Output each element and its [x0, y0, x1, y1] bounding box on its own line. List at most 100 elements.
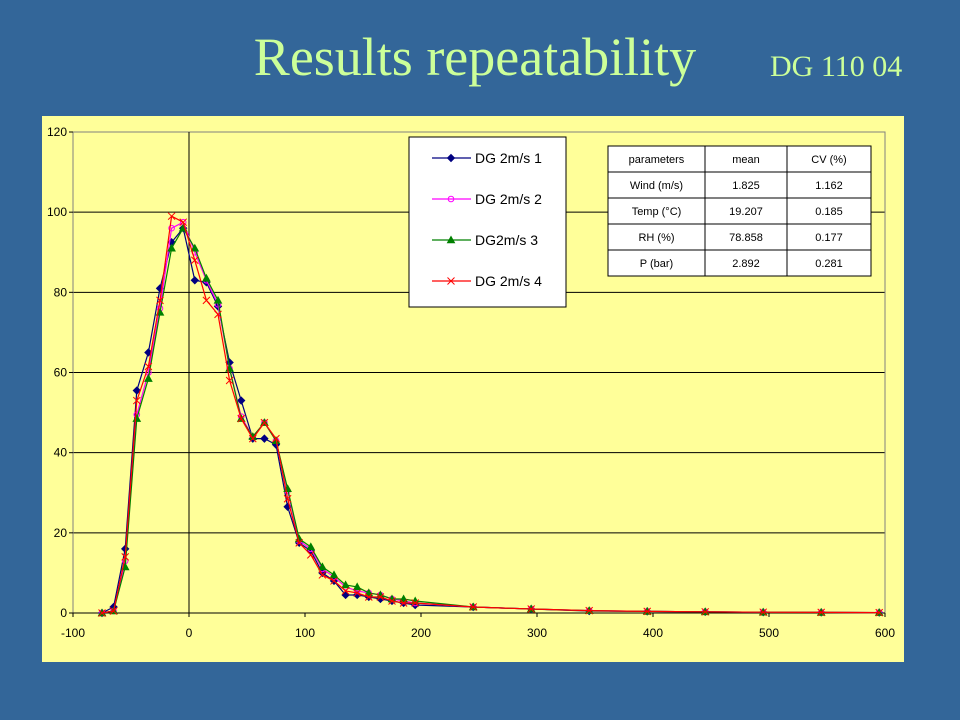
data-point: [399, 599, 408, 607]
y-tick-label: 120: [47, 125, 67, 139]
x-marker-stroke: [190, 256, 199, 265]
data-point: [318, 562, 327, 571]
data-point: [237, 414, 246, 423]
x-tick-label: 500: [759, 626, 779, 640]
data-point: [167, 212, 176, 221]
x-marker-stroke: [109, 607, 118, 615]
data-point: [190, 256, 199, 265]
x-marker-stroke: [283, 494, 292, 503]
data-point: [353, 589, 362, 597]
data-point: [330, 577, 338, 585]
x-marker-stroke: [701, 607, 710, 616]
data-point: [469, 603, 478, 611]
data-point: [109, 607, 118, 615]
x-marker-stroke: [388, 597, 396, 605]
legend-label: DG2m/s 3: [475, 232, 538, 248]
legend-item: DG 2m/s 1: [432, 150, 542, 166]
series-4: [98, 212, 884, 617]
data-point: [213, 295, 223, 304]
legend-label: DG 2m/s 2: [475, 191, 542, 207]
x-marker-stroke: [341, 587, 350, 595]
y-tick-label: 0: [60, 606, 67, 620]
line-chart: 0 20 40 60 80 100 120 -100 0 100 200 300 400 500 600 D…: [47, 125, 895, 640]
data-point: [364, 593, 373, 601]
stats-table: parameters mean CV (%) Wind (m/s) 1.825 1.162…: [607, 145, 872, 277]
data-point: [132, 386, 142, 395]
legend-marker: [446, 235, 456, 244]
series-line: [101, 215, 880, 614]
legend-marker: [447, 277, 455, 285]
data-point: [260, 418, 269, 427]
x-marker-stroke: [179, 218, 188, 227]
table-cell: 0.281: [815, 258, 843, 270]
x-marker-stroke: [875, 608, 884, 617]
x-marker-stroke: [156, 296, 164, 305]
y-tick-label: 100: [47, 205, 67, 219]
x-tick-label: -100: [61, 626, 85, 640]
x-marker-stroke: [759, 608, 768, 617]
x-tick-label: 600: [875, 626, 895, 640]
data-point: [527, 605, 536, 613]
data-point: [759, 608, 768, 617]
table-cell: Wind (m/s): [630, 180, 683, 192]
x-marker-stroke: [272, 434, 280, 443]
series-layer: [97, 212, 884, 618]
data-point: [399, 594, 408, 603]
x-tick-label: 200: [411, 626, 431, 640]
x-marker-stroke: [260, 418, 269, 427]
data-point: [306, 542, 316, 551]
table-header-row: parameters mean CV (%): [629, 146, 847, 172]
x-tick-label: 400: [643, 626, 663, 640]
data-point: [98, 609, 106, 617]
data-point: [411, 599, 420, 607]
legend-item: DG2m/s 3: [432, 232, 538, 248]
legend-item: DG 2m/s 2: [432, 191, 542, 207]
data-point: [260, 434, 269, 443]
data-point: [643, 607, 652, 616]
data-point: [121, 553, 130, 561]
data-point: [225, 376, 234, 385]
data-point: [248, 434, 257, 443]
x-marker-stroke: [527, 605, 536, 613]
y-tick-label: 20: [54, 526, 68, 540]
data-point: [156, 296, 164, 305]
x-marker-stroke: [98, 609, 106, 617]
data-point: [132, 396, 141, 405]
data-point: [283, 494, 292, 503]
chart-area: 0 20 40 60 80 100 120 -100 0 100 200 300 400 500 600 D…: [42, 116, 904, 662]
data-point: [144, 373, 153, 382]
data-point: [701, 607, 710, 616]
data-point: [318, 571, 327, 579]
x-marker-stroke: [399, 599, 408, 607]
legend-marker: [447, 195, 455, 203]
table-cell: parameters: [629, 154, 685, 166]
x-marker-stroke: [214, 310, 222, 319]
data-point: [190, 276, 200, 285]
x-marker-stroke: [248, 434, 257, 443]
x-marker-stroke: [295, 539, 304, 547]
x-marker-stroke: [447, 277, 455, 285]
data-point: [388, 597, 396, 605]
x-marker-stroke: [330, 577, 338, 585]
x-marker-stroke: [167, 212, 176, 221]
data-point: [202, 273, 211, 282]
data-point: [817, 608, 826, 617]
data-point: [144, 362, 153, 371]
axes: 0 20 40 60 80 100 120 -100 0 100 200 300 400 500 600: [47, 125, 895, 640]
legend-item: DG 2m/s 4: [432, 273, 542, 289]
data-point: [214, 310, 222, 319]
data-point: [329, 570, 339, 579]
data-point: [364, 588, 374, 597]
x-marker-stroke: [585, 606, 594, 615]
data-point: [272, 434, 280, 443]
slide-code: DG 110 04: [770, 50, 903, 83]
data-point: [352, 582, 362, 591]
x-marker-stroke: [132, 396, 141, 405]
table-cell: 0.185: [815, 206, 843, 218]
data-point: [341, 587, 350, 595]
table-row: P (bar) 2.892 0.281: [608, 249, 871, 276]
x-marker-stroke: [817, 608, 826, 617]
x-marker-stroke: [376, 593, 385, 601]
x-tick-label: 0: [186, 626, 193, 640]
x-marker-stroke: [237, 414, 246, 423]
